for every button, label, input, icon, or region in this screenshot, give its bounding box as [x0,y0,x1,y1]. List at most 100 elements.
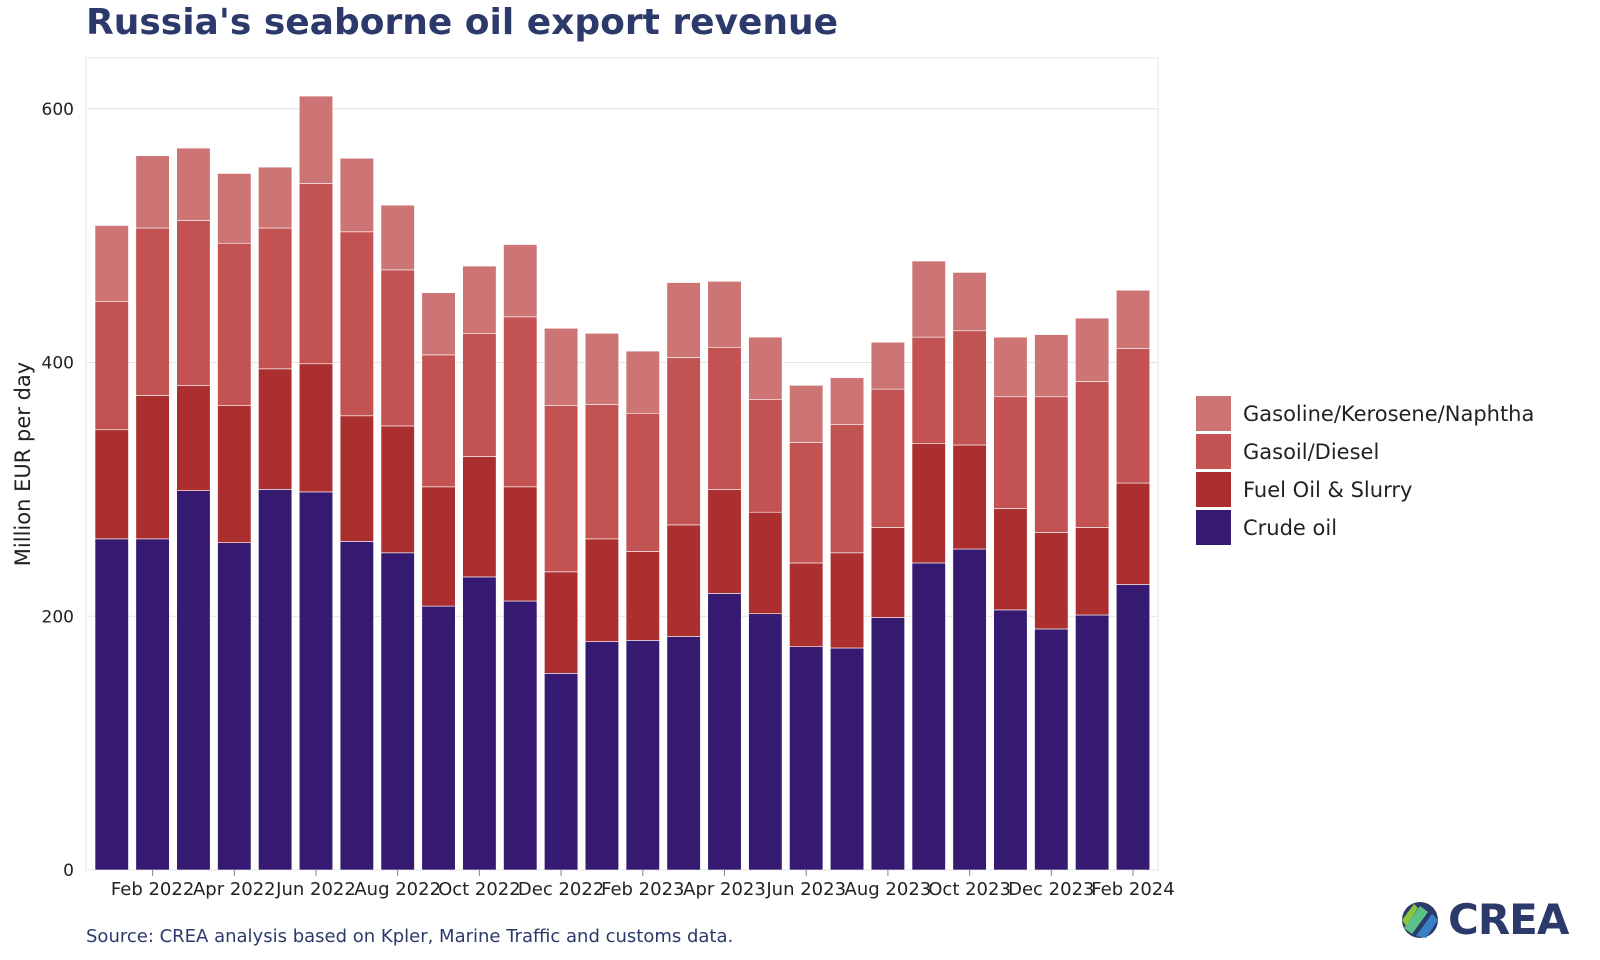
bar-segment-gasoline-kerosene-naphtha[interactable] [993,336,1028,398]
bar-segment-gasoil-diesel[interactable] [1075,381,1110,528]
bar-segment-crude-oil[interactable] [829,647,865,871]
bar-segment-gasoil-diesel[interactable] [94,301,129,431]
bar-segment-crude-oil[interactable] [1075,614,1110,871]
bar-stack[interactable] [462,265,497,871]
bar-segment-gasoline-kerosene-naphtha[interactable] [298,95,334,184]
bar-segment-crude-oil[interactable] [1115,584,1151,871]
bar-segment-fuel-oil-slurry[interactable] [584,538,620,642]
bar-segment-fuel-oil-slurry[interactable] [176,385,211,491]
bar-stack[interactable] [298,95,334,871]
bar-stack[interactable] [952,272,987,871]
bar-stack[interactable] [1075,317,1110,871]
bar-stack[interactable] [707,280,742,871]
bar-segment-gasoline-kerosene-naphtha[interactable] [176,147,211,221]
bar-stack[interactable] [584,333,620,871]
bar-segment-gasoil-diesel[interactable] [625,412,660,552]
bar-segment-gasoline-kerosene-naphtha[interactable] [748,336,783,400]
bar-segment-gasoil-diesel[interactable] [789,442,824,564]
legend-item[interactable]: Crude oil [1196,510,1337,545]
bar-segment-fuel-oil-slurry[interactable] [421,486,456,607]
bar-stack[interactable] [135,155,170,871]
bar-segment-crude-oil[interactable] [584,641,620,871]
bar-segment-gasoil-diesel[interactable] [1034,396,1069,533]
bar-segment-gasoil-diesel[interactable] [829,424,865,554]
bar-stack[interactable] [339,157,374,871]
legend-item[interactable]: Gasoline/Kerosene/Naphtha [1196,396,1534,431]
bar-segment-crude-oil[interactable] [748,613,783,871]
bar-segment-fuel-oil-slurry[interactable] [952,444,987,550]
bar-segment-gasoil-diesel[interactable] [421,354,456,488]
bar-segment-crude-oil[interactable] [176,490,211,871]
bar-segment-crude-oil[interactable] [135,538,170,871]
bar-segment-fuel-oil-slurry[interactable] [503,486,538,602]
bar-stack[interactable] [217,173,252,871]
bar-segment-gasoline-kerosene-naphtha[interactable] [1115,289,1151,349]
bar-segment-gasoil-diesel[interactable] [462,333,497,457]
bar-segment-gasoil-diesel[interactable] [135,227,170,396]
bar-segment-crude-oil[interactable] [380,552,415,871]
bar-segment-fuel-oil-slurry[interactable] [462,456,497,578]
bar-segment-gasoline-kerosene-naphtha[interactable] [503,244,538,318]
bar-segment-gasoline-kerosene-naphtha[interactable] [462,265,497,334]
bar-segment-gasoil-diesel[interactable] [380,269,415,427]
bar-segment-crude-oil[interactable] [94,538,129,871]
bar-stack[interactable] [421,292,456,871]
bar-segment-gasoline-kerosene-naphtha[interactable] [829,377,865,425]
bar-segment-fuel-oil-slurry[interactable] [748,511,783,615]
bar-segment-crude-oil[interactable] [625,640,660,871]
bar-segment-gasoline-kerosene-naphtha[interactable] [870,341,905,390]
bar-segment-crude-oil[interactable] [789,646,824,871]
bar-segment-crude-oil[interactable] [258,489,293,871]
bar-segment-crude-oil[interactable] [544,673,579,871]
bar-segment-fuel-oil-slurry[interactable] [135,395,170,540]
bar-segment-gasoil-diesel[interactable] [666,357,701,526]
bar-segment-gasoline-kerosene-naphtha[interactable] [421,292,456,356]
bar-segment-gasoline-kerosene-naphtha[interactable] [952,272,987,332]
bar-segment-gasoil-diesel[interactable] [993,396,1028,509]
bar-stack[interactable] [380,204,415,871]
bar-segment-fuel-oil-slurry[interactable] [993,508,1028,611]
bar-segment-fuel-oil-slurry[interactable] [707,489,742,594]
bar-segment-gasoline-kerosene-naphtha[interactable] [789,385,824,443]
bar-segment-gasoil-diesel[interactable] [258,227,293,370]
bar-stack[interactable] [1034,334,1069,871]
bar-segment-fuel-oil-slurry[interactable] [339,415,374,542]
bar-segment-gasoline-kerosene-naphtha[interactable] [94,225,129,302]
bar-segment-fuel-oil-slurry[interactable] [1115,482,1151,585]
bar-segment-gasoline-kerosene-naphtha[interactable] [258,166,293,229]
bar-segment-crude-oil[interactable] [1034,628,1069,871]
bar-segment-gasoil-diesel[interactable] [870,388,905,528]
bar-stack[interactable] [870,341,905,871]
bar-segment-gasoil-diesel[interactable] [748,398,783,513]
bar-segment-gasoline-kerosene-naphtha[interactable] [625,350,660,414]
bar-segment-fuel-oil-slurry[interactable] [1075,527,1110,616]
bar-segment-fuel-oil-slurry[interactable] [258,368,293,490]
bar-segment-gasoil-diesel[interactable] [339,231,374,417]
legend-item[interactable]: Gasoil/Diesel [1196,434,1379,469]
bar-segment-gasoil-diesel[interactable] [584,404,620,540]
bar-segment-gasoil-diesel[interactable] [952,330,987,446]
bar-stack[interactable] [666,282,701,871]
bar-segment-gasoline-kerosene-naphtha[interactable] [666,282,701,358]
bar-stack[interactable] [993,336,1028,871]
bar-segment-crude-oil[interactable] [298,491,334,871]
bar-segment-crude-oil[interactable] [462,576,497,871]
bar-segment-crude-oil[interactable] [217,542,252,871]
bar-segment-gasoline-kerosene-naphtha[interactable] [217,173,252,244]
bar-segment-gasoline-kerosene-naphtha[interactable] [584,333,620,405]
bar-segment-fuel-oil-slurry[interactable] [1034,532,1069,630]
bar-segment-fuel-oil-slurry[interactable] [870,527,905,618]
bar-segment-crude-oil[interactable] [339,541,374,871]
bar-segment-fuel-oil-slurry[interactable] [789,562,824,648]
bar-stack[interactable] [911,260,946,871]
bar-stack[interactable] [258,166,293,871]
bar-segment-crude-oil[interactable] [870,617,905,871]
legend[interactable]: Gasoline/Kerosene/Naphtha Gasoil/Diesel Fu… [1196,396,1534,545]
bar-segment-gasoil-diesel[interactable] [707,346,742,490]
bar-segment-crude-oil[interactable] [952,548,987,871]
bar-segment-fuel-oil-slurry[interactable] [298,363,334,493]
bar-stack[interactable] [829,377,865,871]
bar-stack[interactable] [176,147,211,871]
bar-stack[interactable] [748,336,783,871]
bar-stack[interactable] [625,350,660,871]
